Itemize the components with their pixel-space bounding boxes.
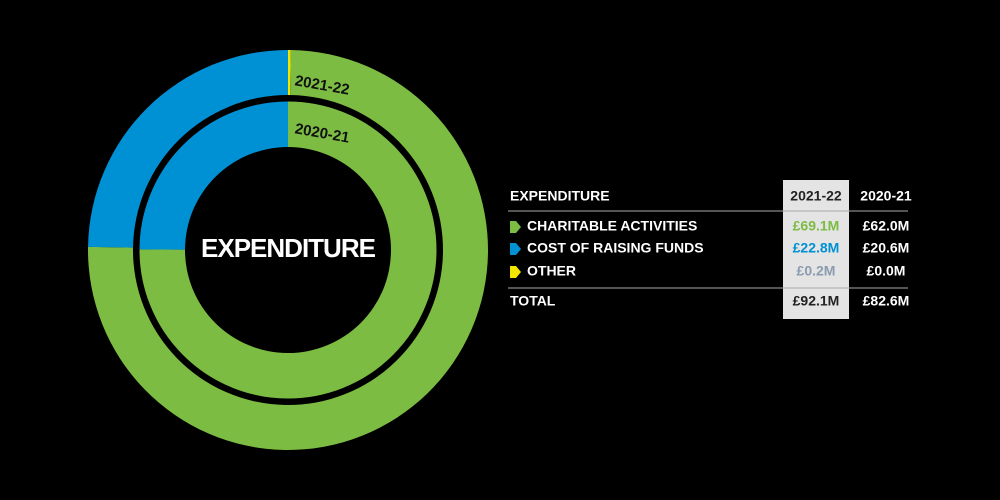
legend-marker	[510, 243, 521, 255]
category-label: CHARITABLE ACTIVITIES	[527, 218, 697, 234]
column-highlight	[783, 180, 849, 319]
total-value: £92.1M	[793, 293, 840, 309]
donut-segment	[88, 50, 288, 248]
value-label: £22.8M	[793, 240, 840, 256]
legend-marker	[510, 266, 521, 278]
total-label: TOTAL	[510, 293, 556, 309]
value-label: £62.0M	[863, 218, 910, 234]
legend-marker	[510, 221, 521, 233]
donut-segment	[288, 50, 291, 96]
value-label: £0.2M	[797, 263, 836, 279]
value-label: £0.0M	[867, 263, 906, 279]
category-label: COST OF RAISING FUNDS	[527, 240, 704, 256]
donut-segment	[139, 101, 288, 250]
column-header: 2020-21	[860, 188, 912, 204]
value-label: £20.6M	[863, 240, 910, 256]
table-title: EXPENDITURE	[510, 188, 610, 204]
column-header: 2021-22	[790, 188, 842, 204]
ring-divider	[134, 96, 442, 404]
center-title: EXPENDITURE	[201, 233, 376, 263]
value-label: £69.1M	[793, 218, 840, 234]
donut-segment	[139, 101, 437, 399]
total-value: £82.6M	[863, 293, 910, 309]
category-label: OTHER	[527, 263, 576, 279]
